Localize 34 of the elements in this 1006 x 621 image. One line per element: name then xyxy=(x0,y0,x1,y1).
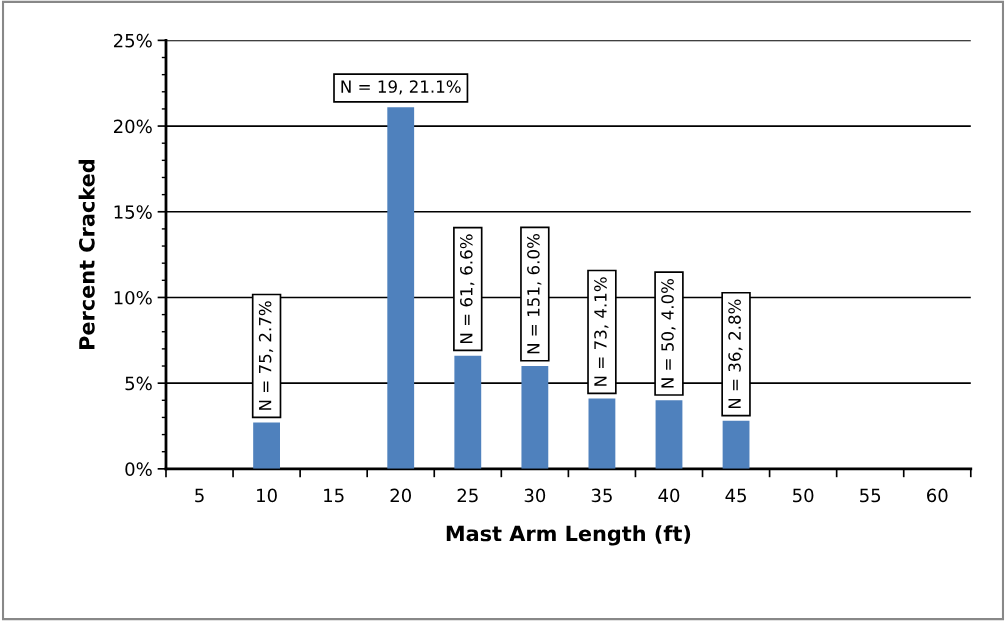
data-label: N = 19, 21.1% xyxy=(341,80,461,95)
bar xyxy=(655,400,683,469)
y-tick-label: 25% xyxy=(113,33,152,48)
bar xyxy=(521,366,549,469)
x-tick-label: 60 xyxy=(927,488,948,503)
x-axis-title: Mast Arm Length (ft) xyxy=(446,525,691,546)
bar xyxy=(387,107,415,469)
x-tick-label: 15 xyxy=(324,488,344,503)
x-tick-label: 55 xyxy=(860,488,881,503)
y-axis-title: Percent Cracked xyxy=(78,160,95,349)
y-tick-label: 20% xyxy=(113,119,152,134)
bar xyxy=(722,420,750,469)
y-tick-label: 15% xyxy=(114,205,152,219)
data-label: N = 151, 6.0% xyxy=(527,234,542,354)
x-tick-label: 35 xyxy=(591,488,612,503)
x-tick-label: 50 xyxy=(793,488,814,503)
x-tick-label: 40 xyxy=(658,488,680,503)
bar xyxy=(253,422,280,469)
data-label: N = 61, 6.6% xyxy=(460,234,475,343)
data-label: N = 75, 2.7% xyxy=(258,301,274,410)
x-tick-label: 45 xyxy=(725,488,746,503)
bar xyxy=(588,398,616,469)
y-tick-label: 10% xyxy=(114,290,152,305)
data-label: N = 73, 4.1% xyxy=(594,277,609,386)
x-tick-label: 25 xyxy=(457,488,478,503)
bar xyxy=(454,355,482,469)
y-tick-label: 0% xyxy=(125,462,152,476)
x-tick-label: 10 xyxy=(257,488,277,503)
y-tick-label: 5% xyxy=(125,376,152,391)
data-label: N = 36, 2.8% xyxy=(728,299,743,409)
x-tick-label: 20 xyxy=(390,488,412,503)
x-tick-label: 30 xyxy=(524,488,546,503)
x-tick-label: 5 xyxy=(195,488,204,503)
data-label: N = 50, 4.0% xyxy=(661,278,676,388)
